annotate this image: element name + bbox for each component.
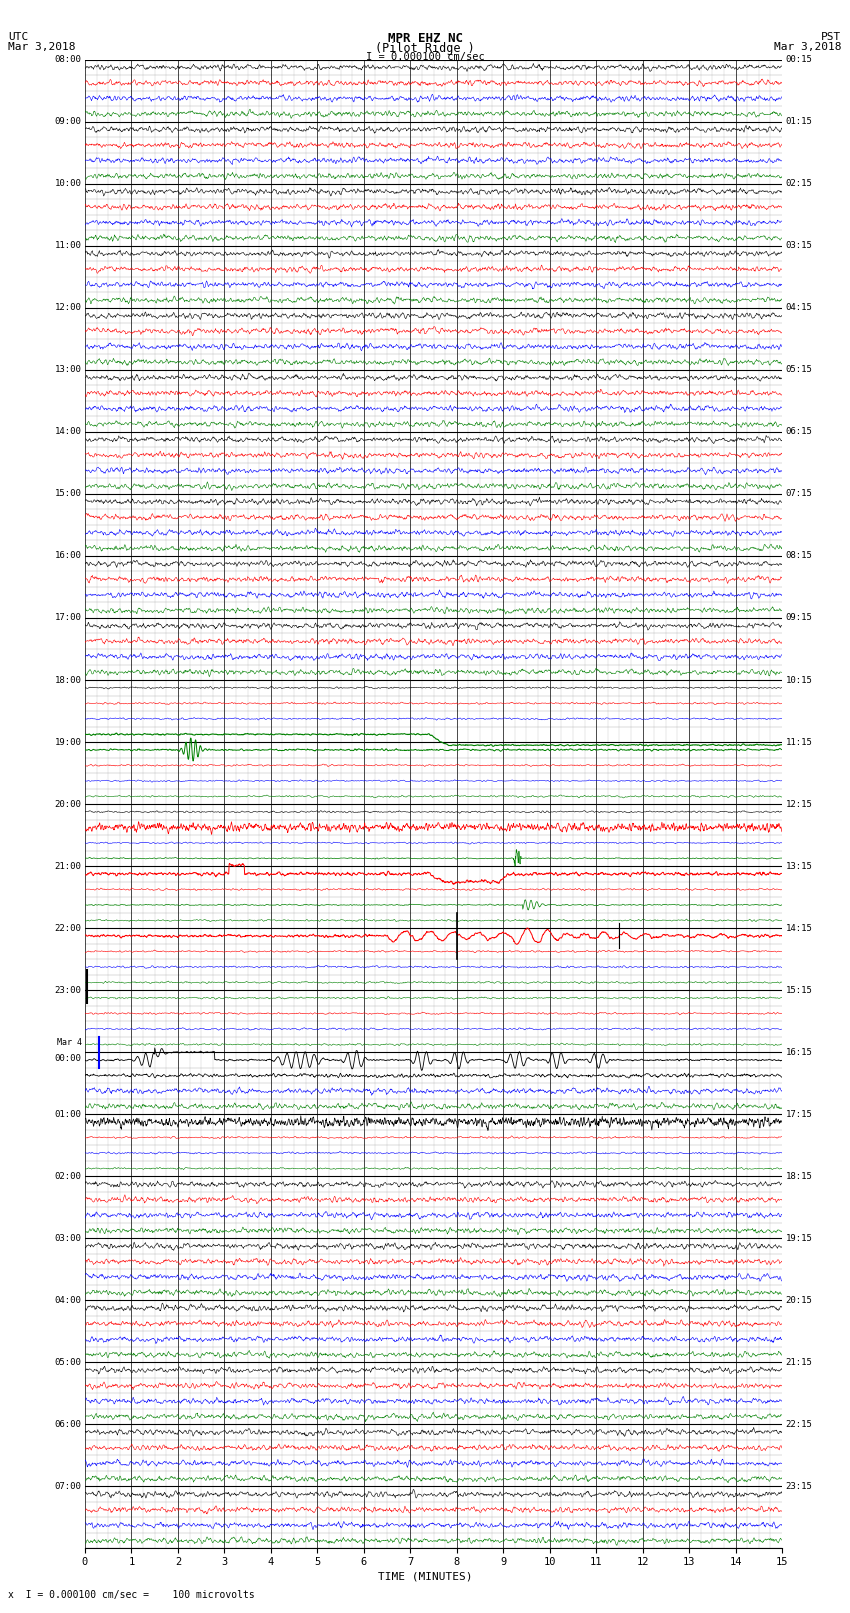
Text: 09:00: 09:00 (54, 118, 82, 126)
Text: 13: 13 (683, 1557, 695, 1566)
Text: 1: 1 (128, 1557, 134, 1566)
Text: 15:00: 15:00 (54, 489, 82, 498)
Text: 11:00: 11:00 (54, 242, 82, 250)
Text: 06:15: 06:15 (785, 427, 813, 437)
Text: 6: 6 (360, 1557, 367, 1566)
Text: 09:15: 09:15 (785, 613, 813, 623)
Text: 11:15: 11:15 (785, 737, 813, 747)
Text: 03:15: 03:15 (785, 242, 813, 250)
Text: 17:00: 17:00 (54, 613, 82, 623)
Text: PST: PST (821, 32, 842, 42)
Text: 22:15: 22:15 (785, 1419, 813, 1429)
Text: 02:00: 02:00 (54, 1171, 82, 1181)
Text: 5: 5 (314, 1557, 320, 1566)
Text: 14:00: 14:00 (54, 427, 82, 437)
Text: 20:00: 20:00 (54, 800, 82, 808)
Text: MPR EHZ NC: MPR EHZ NC (388, 32, 462, 45)
Text: 3: 3 (221, 1557, 228, 1566)
Text: 11: 11 (590, 1557, 603, 1566)
Text: 15:15: 15:15 (785, 986, 813, 995)
Text: 00:00: 00:00 (54, 1053, 82, 1063)
Text: 12: 12 (637, 1557, 649, 1566)
Text: (Pilot Ridge ): (Pilot Ridge ) (375, 42, 475, 55)
Text: 04:00: 04:00 (54, 1295, 82, 1305)
Text: 01:00: 01:00 (54, 1110, 82, 1119)
Text: 10: 10 (543, 1557, 556, 1566)
Text: 20:15: 20:15 (785, 1295, 813, 1305)
Text: 23:15: 23:15 (785, 1482, 813, 1490)
Text: 4: 4 (268, 1557, 274, 1566)
Text: 9: 9 (500, 1557, 507, 1566)
Text: 21:00: 21:00 (54, 861, 82, 871)
Text: 07:15: 07:15 (785, 489, 813, 498)
Text: Mar 3,2018: Mar 3,2018 (774, 42, 842, 52)
Text: 05:15: 05:15 (785, 366, 813, 374)
Text: 18:00: 18:00 (54, 676, 82, 684)
Text: 02:15: 02:15 (785, 179, 813, 189)
Text: 2: 2 (175, 1557, 181, 1566)
Text: UTC: UTC (8, 32, 29, 42)
Text: 23:00: 23:00 (54, 986, 82, 995)
Text: TIME (MINUTES): TIME (MINUTES) (377, 1571, 473, 1581)
Text: 08:15: 08:15 (785, 552, 813, 560)
Text: 08:00: 08:00 (54, 55, 82, 65)
Text: 0: 0 (82, 1557, 88, 1566)
Text: 12:00: 12:00 (54, 303, 82, 313)
Text: 14: 14 (729, 1557, 742, 1566)
Text: 17:15: 17:15 (785, 1110, 813, 1119)
Text: 16:15: 16:15 (785, 1048, 813, 1057)
Text: 07:00: 07:00 (54, 1482, 82, 1490)
Text: 00:15: 00:15 (785, 55, 813, 65)
Text: 8: 8 (454, 1557, 460, 1566)
Text: 13:00: 13:00 (54, 366, 82, 374)
Text: 10:00: 10:00 (54, 179, 82, 189)
Text: Mar 4: Mar 4 (57, 1039, 82, 1047)
Text: 04:15: 04:15 (785, 303, 813, 313)
Text: 22:00: 22:00 (54, 924, 82, 932)
Text: 03:00: 03:00 (54, 1234, 82, 1242)
Text: 7: 7 (407, 1557, 413, 1566)
Text: 19:00: 19:00 (54, 737, 82, 747)
Text: 21:15: 21:15 (785, 1358, 813, 1366)
Text: x  I = 0.000100 cm/sec =    100 microvolts: x I = 0.000100 cm/sec = 100 microvolts (8, 1590, 255, 1600)
Text: 06:00: 06:00 (54, 1419, 82, 1429)
Text: 19:15: 19:15 (785, 1234, 813, 1242)
Text: Mar 3,2018: Mar 3,2018 (8, 42, 76, 52)
Text: 15: 15 (776, 1557, 788, 1566)
Text: 05:00: 05:00 (54, 1358, 82, 1366)
Text: 14:15: 14:15 (785, 924, 813, 932)
Text: 13:15: 13:15 (785, 861, 813, 871)
Text: 16:00: 16:00 (54, 552, 82, 560)
Text: 12:15: 12:15 (785, 800, 813, 808)
Text: 18:15: 18:15 (785, 1171, 813, 1181)
Text: I = 0.000100 cm/sec: I = 0.000100 cm/sec (366, 52, 484, 61)
Text: 10:15: 10:15 (785, 676, 813, 684)
Text: 01:15: 01:15 (785, 118, 813, 126)
